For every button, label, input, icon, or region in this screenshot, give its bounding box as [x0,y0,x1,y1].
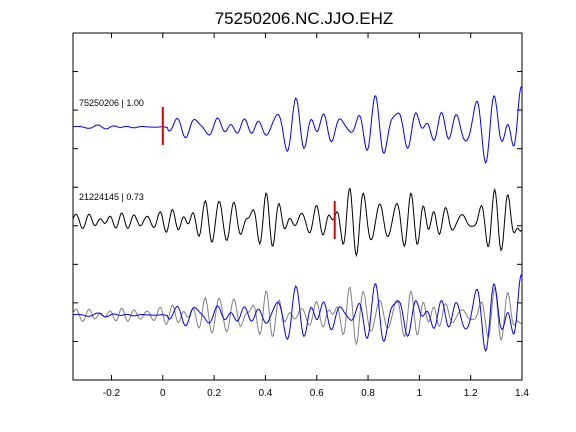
trace-1-line [72,86,522,165]
traces [72,86,522,353]
x-tick-label: 1 [417,388,423,399]
x-tick-label: 0.4 [258,388,272,399]
overlay-trace-blue [72,274,522,353]
x-tick-label: 1.2 [464,388,478,399]
trace-label-2: 21224145 | 0.73 [79,192,144,202]
x-tick-label: 0.2 [207,388,221,399]
plot-area-frame [72,32,523,381]
trace-2-line [72,187,522,258]
chart-title: 75250206.NC.JJO.EHZ [215,9,394,28]
x-tick-label: -0.2 [103,388,121,399]
x-axis: -0.2 0 0.2 0.4 0.6 0.8 1 1.2 1.4 [103,33,529,399]
overlay-trace-gray [72,286,522,346]
x-tick-label: 0.8 [361,388,375,399]
trace-labels: 75250206 | 1.00 21224145 | 0.73 [79,98,144,202]
pick-markers [161,107,336,239]
x-tick-label: 1.4 [515,388,529,399]
x-tick-label: 0.6 [310,388,324,399]
x-tick-label: 0 [160,388,166,399]
y-ticks [73,71,522,342]
trace-label-1: 75250206 | 1.00 [79,98,144,108]
